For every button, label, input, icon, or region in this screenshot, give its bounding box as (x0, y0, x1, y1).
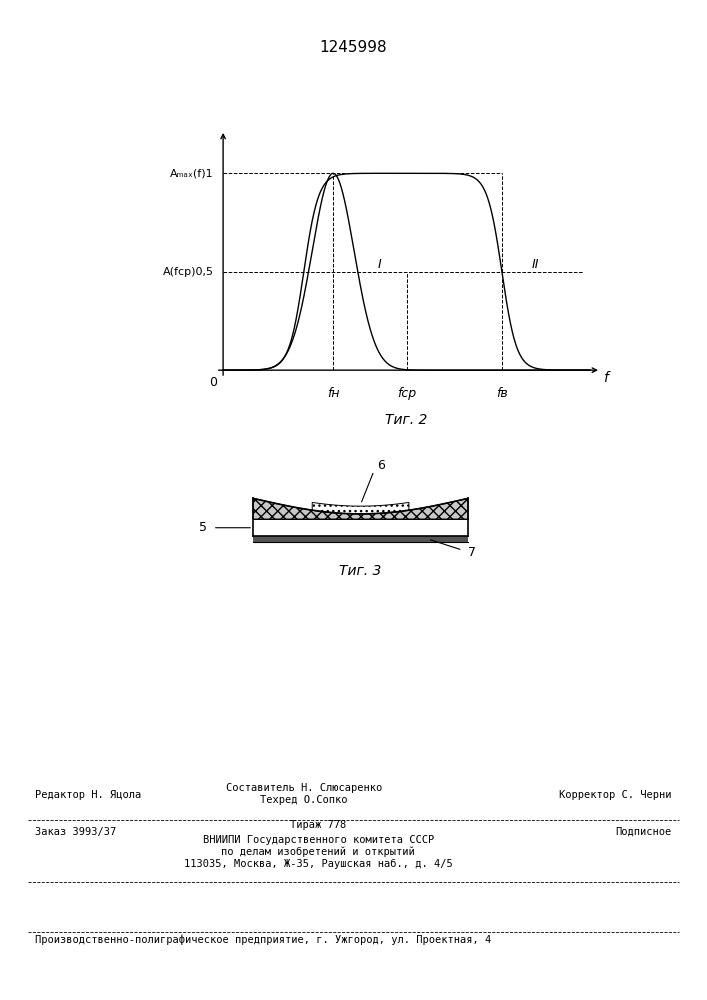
Text: 5: 5 (199, 521, 207, 534)
Text: Τиг. 2: Τиг. 2 (385, 413, 428, 427)
Text: 7: 7 (468, 546, 476, 559)
Text: A(fср)0,5: A(fср)0,5 (163, 267, 214, 277)
Polygon shape (312, 502, 409, 514)
Text: ВНИИПИ Государственного комитета СССР: ВНИИПИ Государственного комитета СССР (202, 835, 434, 845)
Text: Корректор С. Черни: Корректор С. Черни (559, 790, 672, 800)
Text: 0: 0 (209, 376, 218, 389)
Text: Заказ 3993/37: Заказ 3993/37 (35, 827, 117, 837)
Text: f: f (603, 371, 607, 385)
Text: Производственно-полиграфическое предприятие, г. Ужгород, ул. Проектная, 4: Производственно-полиграфическое предприя… (35, 934, 491, 945)
Text: 1245998: 1245998 (320, 40, 387, 55)
Text: I: I (377, 258, 381, 271)
Text: Тираж 778: Тираж 778 (290, 820, 346, 830)
Text: 6: 6 (377, 459, 385, 472)
Text: Τиг. 3: Τиг. 3 (339, 564, 382, 578)
Text: Техред О.Сопко: Техред О.Сопко (260, 795, 348, 805)
Text: fн: fн (327, 387, 339, 400)
Text: fв: fв (496, 387, 508, 400)
Text: Составитель Н. Слюсаренко: Составитель Н. Слюсаренко (226, 783, 382, 793)
Text: 113035, Москва, Ж-35, Раушская наб., д. 4/5: 113035, Москва, Ж-35, Раушская наб., д. … (184, 859, 452, 869)
Text: fср: fср (397, 387, 416, 400)
Text: по делам изобретений и открытий: по делам изобретений и открытий (221, 846, 415, 857)
Text: Подписное: Подписное (615, 827, 672, 837)
Text: Редактор Н. Яцола: Редактор Н. Яцола (35, 790, 141, 800)
Text: Aₘₐₓ(f)1: Aₘₐₓ(f)1 (170, 168, 214, 178)
Text: II: II (531, 258, 539, 271)
Polygon shape (253, 498, 468, 519)
